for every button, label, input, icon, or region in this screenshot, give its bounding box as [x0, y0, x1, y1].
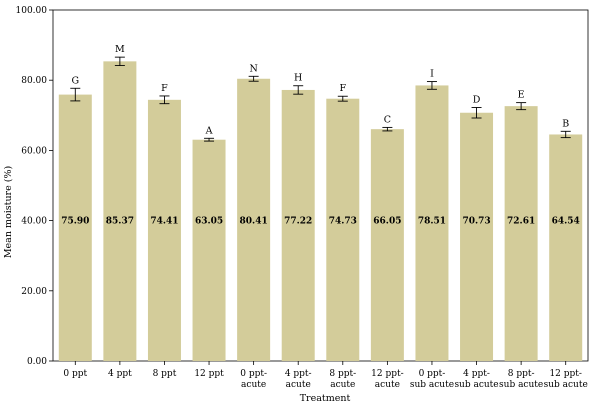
- bar: [549, 134, 583, 361]
- x-tick-label: 0 ppt: [63, 369, 87, 379]
- x-tick-label: 12 ppt-: [549, 369, 582, 379]
- significance-letter: M: [115, 44, 125, 55]
- significance-letter: F: [161, 83, 168, 94]
- bar: [415, 85, 449, 361]
- x-tick-label: acute: [286, 380, 311, 390]
- bar: [58, 94, 92, 361]
- data-label: 80.41: [240, 217, 268, 227]
- data-label: 85.37: [106, 217, 134, 227]
- significance-letter: B: [562, 118, 569, 129]
- x-tick-label: acute: [375, 380, 400, 390]
- x-tick-label: 8 ppt-: [329, 369, 356, 379]
- x-tick-label: 12 ppt-: [371, 369, 404, 379]
- bar: [504, 106, 538, 361]
- y-tick-label: 40.00: [21, 217, 47, 227]
- significance-letter: D: [473, 94, 481, 105]
- y-tick-label: 100.00: [16, 6, 48, 16]
- x-axis-title: Treatment: [300, 393, 351, 403]
- significance-letter: H: [294, 73, 302, 84]
- y-tick-label: 60.00: [21, 146, 47, 156]
- data-label: 74.73: [329, 217, 357, 227]
- x-tick-label: 4 ppt: [108, 369, 132, 379]
- x-tick-label: 12 ppt: [194, 369, 224, 379]
- x-tick-label: acute: [330, 380, 355, 390]
- plot-frame: [52, 9, 589, 362]
- x-tick-label: 0 ppt-: [419, 369, 446, 379]
- data-label: 72.61: [507, 217, 535, 227]
- bar: [326, 98, 360, 362]
- significance-letter: C: [384, 114, 391, 125]
- x-tick-label: 4 ppt-: [285, 369, 312, 379]
- bar: [103, 61, 137, 362]
- bar: [460, 112, 494, 361]
- data-label: 64.54: [552, 217, 580, 227]
- data-label: 66.05: [373, 217, 401, 227]
- y-tick-label: 20.00: [21, 287, 47, 297]
- y-axis-title: Mean moisture (%): [3, 166, 14, 258]
- data-label: 74.41: [150, 217, 178, 227]
- bar: [147, 99, 181, 362]
- significance-letter: I: [430, 69, 434, 80]
- bar: [237, 78, 271, 362]
- x-tick-label: sub acute: [454, 380, 498, 390]
- significance-letter: G: [71, 75, 79, 86]
- bar: [370, 129, 404, 361]
- data-label: 63.05: [195, 217, 223, 227]
- x-tick-label: sub acute: [499, 380, 543, 390]
- x-tick-label: sub acute: [544, 380, 588, 390]
- significance-letter: E: [518, 90, 525, 101]
- y-tick-label: 80.00: [21, 76, 47, 86]
- x-tick-label: acute: [241, 380, 266, 390]
- y-tick-label: 0.00: [27, 357, 47, 367]
- bar: [192, 139, 226, 361]
- significance-letter: A: [205, 125, 213, 136]
- x-tick-label: 8 ppt-: [508, 369, 535, 379]
- significance-letter: N: [249, 63, 257, 74]
- x-tick-label: sub acute: [410, 380, 454, 390]
- data-label: 78.51: [418, 217, 446, 227]
- data-label: 70.73: [462, 217, 490, 227]
- x-tick-label: 8 ppt: [153, 369, 177, 379]
- plot-area: 0.00 20.00 40.00 60.00 80.00 100.00 G 75.90 0 pp…: [16, 6, 589, 390]
- x-tick-label: 4 ppt-: [463, 369, 490, 379]
- x-tick-label: 0 ppt-: [240, 369, 267, 379]
- significance-letter: F: [339, 83, 346, 94]
- data-label: 75.90: [61, 217, 89, 227]
- bar: [281, 89, 315, 362]
- data-label: 77.22: [284, 217, 312, 227]
